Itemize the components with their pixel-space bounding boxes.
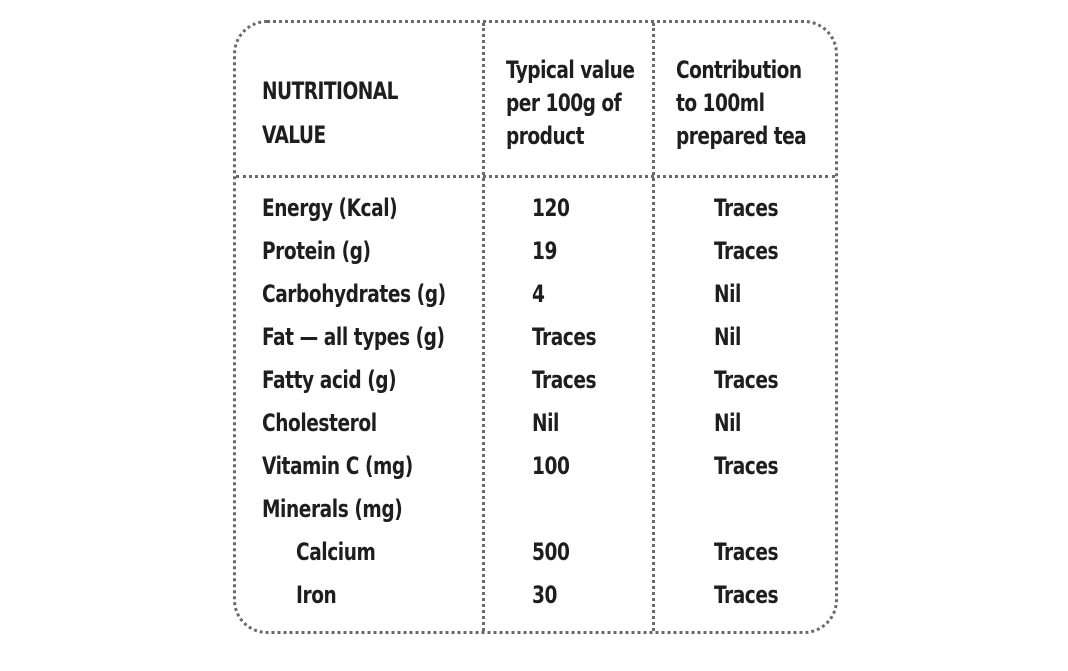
value-per-100ml: Traces	[714, 581, 779, 609]
value-per-100g: Traces	[532, 323, 597, 351]
value-per-100ml: Nil	[714, 409, 741, 437]
value-per-100g: 4	[532, 280, 545, 308]
value-per-100g: 30	[532, 581, 557, 609]
value-per-100g: 500	[532, 538, 570, 566]
table-row: Iron 30 Traces	[236, 574, 835, 617]
table-row: Protein (g) 19 Traces	[236, 230, 835, 273]
table-row: Energy (Kcal) 120 Traces	[236, 187, 835, 230]
value-per-100g: 19	[532, 237, 557, 265]
nutrient-name: Fatty acid (g)	[262, 366, 397, 394]
table-row: Calcium 500 Traces	[236, 531, 835, 574]
nutrient-name: Cholesterol	[262, 409, 377, 437]
nutrient-name: Iron	[296, 581, 337, 609]
nutrient-name: Protein (g)	[262, 237, 371, 265]
value-per-100ml: Traces	[714, 452, 779, 480]
value-per-100g: 100	[532, 452, 570, 480]
value-per-100ml: Nil	[714, 280, 741, 308]
value-per-100g: 120	[532, 194, 570, 222]
header-divider	[236, 175, 835, 178]
nutrient-name: Vitamin C (mg)	[262, 452, 413, 480]
table-row: Fat — all types (g) Traces Nil	[236, 316, 835, 359]
value-per-100g: Traces	[532, 366, 597, 394]
nutrient-name: Calcium	[296, 538, 376, 566]
nutrition-table: NUTRITIONAL VALUE Typical value per 100g…	[233, 20, 838, 634]
value-per-100g: Nil	[532, 409, 559, 437]
header-per-100ml: Contribution to 100ml prepared tea	[676, 56, 807, 150]
nutrient-name: Fat — all types (g)	[262, 323, 445, 351]
column-divider	[482, 23, 485, 631]
header-nutritional-value: NUTRITIONAL VALUE	[262, 77, 398, 149]
value-per-100ml: Traces	[714, 538, 779, 566]
nutrient-name: Minerals (mg)	[262, 495, 403, 523]
value-per-100ml: Traces	[714, 237, 779, 265]
table-row: Minerals (mg)	[236, 488, 835, 531]
nutrient-name: Carbohydrates (g)	[262, 280, 446, 308]
table-row: Carbohydrates (g) 4 Nil	[236, 273, 835, 316]
nutrient-name: Energy (Kcal)	[262, 194, 398, 222]
table-row: Fatty acid (g) Traces Traces	[236, 359, 835, 402]
table-row: Vitamin C (mg) 100 Traces	[236, 445, 835, 488]
table-row: Cholesterol Nil Nil	[236, 402, 835, 445]
value-per-100ml: Nil	[714, 323, 741, 351]
value-per-100ml: Traces	[714, 194, 779, 222]
header-per-100g: Typical value per 100g of product	[506, 56, 635, 150]
column-divider	[652, 23, 655, 631]
value-per-100ml: Traces	[714, 366, 779, 394]
